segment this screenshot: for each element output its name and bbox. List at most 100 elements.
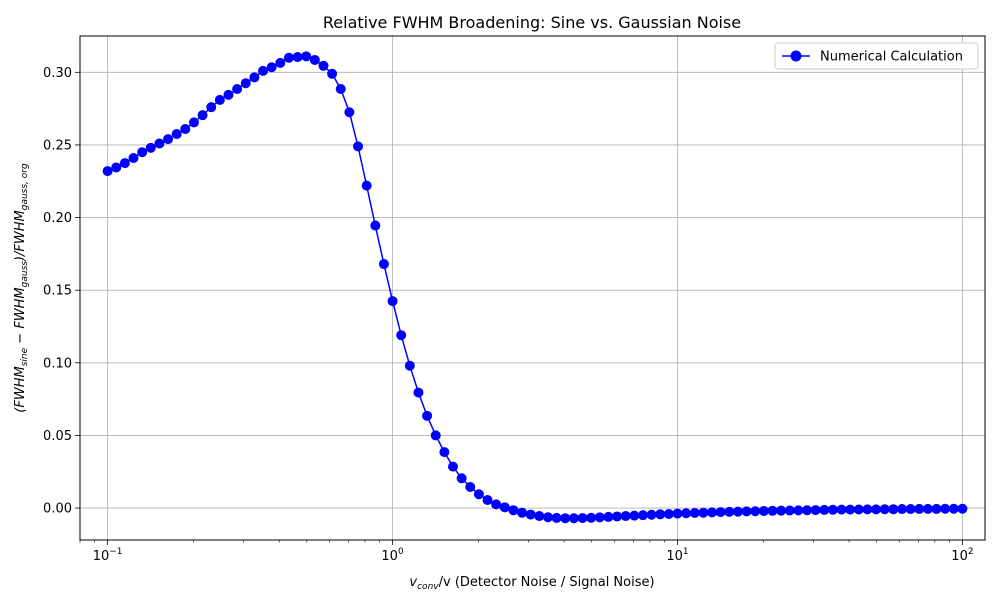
data-point [594,512,605,523]
x-tick-label-exponent: 2 [968,547,974,557]
data-point [603,511,614,522]
x-tick-label: 10−1 [93,547,123,564]
data-point [715,507,726,518]
data-point [560,513,571,524]
data-point [499,502,510,513]
y-axis-label-text: )/FWHM [13,210,28,262]
data-point [629,510,640,521]
data-point [776,505,787,516]
data-point [914,503,925,514]
x-tick-label-base: 10 [93,549,110,564]
y-axis-label-subscript: gauss [20,261,30,288]
x-axis-label-text: /v (Detector Noise / Signal Noise) [439,575,655,590]
data-point [646,509,657,520]
series-layer [102,51,968,524]
x-axis-label: vconv/v (Detector Noise / Signal Noise) [409,575,654,592]
y-tick-label: 0.20 [43,211,72,226]
data-point [327,68,338,79]
data-point [266,62,277,73]
data-point [283,52,294,63]
data-point [836,504,847,515]
data-point [223,89,234,100]
data-point [197,110,208,121]
data-point [577,513,588,524]
y-tick-label: 0.00 [43,502,72,517]
x-tick-label-exponent: 1 [683,547,689,557]
data-point [240,78,251,89]
data-point [292,52,303,63]
data-point [741,506,752,517]
y-axis-label-subscript: sine [20,347,30,366]
data-point [180,123,191,134]
data-point [154,138,165,149]
data-point [318,60,329,71]
data-point [620,511,631,522]
data-point [335,84,346,95]
y-tick-label: 0.05 [43,429,72,444]
data-point [111,162,122,173]
data-point [793,505,804,516]
y-tick-label: 0.15 [43,284,72,299]
data-point [948,503,959,514]
data-point [707,507,718,518]
data-point [612,511,623,522]
data-point [663,509,674,519]
data-point [430,430,441,441]
data-point [871,504,882,515]
x-tick-label-exponent: −1 [109,547,122,557]
data-point [119,158,130,169]
data-point [482,495,493,506]
data-point [396,330,407,341]
data-point [258,65,269,76]
data-point [301,51,312,62]
data-point [206,102,217,113]
y-tick-label: 0.10 [43,356,72,371]
data-point [361,180,372,191]
data-point [465,481,476,492]
data-point [905,504,916,515]
y-axis-ticks: 0.00 0.05 0.10 0.15 0.20 0.25 0.30 [43,66,80,517]
data-point [698,507,709,518]
data-point [888,504,899,515]
data-point [232,84,243,95]
data-point [802,505,813,516]
data-point [931,503,942,514]
data-point [404,360,415,371]
data-point [784,505,795,516]
data-point [102,166,113,177]
data-point [542,512,553,523]
data-point [439,447,450,458]
data-point [767,505,778,516]
x-tick-label: 102 [951,547,973,564]
data-point [137,147,148,158]
data-point [957,503,968,514]
x-tick-label: 101 [666,547,688,564]
data-point [214,94,225,105]
y-axis-label-text: − FWHM [13,287,28,347]
data-point [568,513,579,524]
chart-title: Relative FWHM Broadening: Sine vs. Gauss… [323,13,741,32]
data-point [922,503,933,514]
data-point [853,504,864,515]
data-point [732,506,743,517]
grid-lines [80,36,985,540]
data-point [249,72,260,83]
y-axis-label-text: (FWHM [13,366,28,412]
data-point [758,505,769,516]
data-point [344,107,355,118]
x-tick-label-exponent: 0 [398,547,404,557]
data-point [862,504,873,515]
y-axis-label-subscript: gauss, org [20,163,30,210]
data-point [681,508,692,519]
legend: Numerical Calculation [774,42,979,70]
data-point [353,141,364,152]
data-point [586,512,597,523]
data-point [275,57,286,68]
data-point [827,504,838,515]
y-tick-label: 0.30 [43,66,72,81]
x-tick-label-base: 10 [951,549,968,564]
data-point [724,506,735,517]
data-point [422,410,433,421]
